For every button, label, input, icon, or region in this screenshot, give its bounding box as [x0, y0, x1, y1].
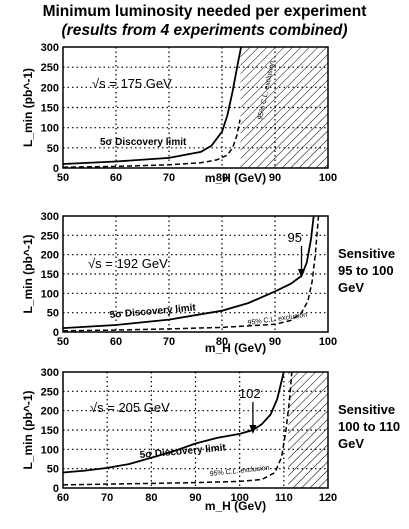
x-tick-label: 70 — [163, 336, 175, 348]
plot-frame — [62, 215, 329, 333]
x-tick-label: 110 — [275, 492, 293, 504]
x-tick-label: 90 — [189, 492, 201, 504]
chart-title: Minimum luminosity needed per experiment — [42, 3, 367, 20]
plot-frame — [62, 371, 329, 489]
x-tick-label: 120 — [319, 492, 337, 504]
side-label-line: Sensitive — [338, 246, 395, 261]
y-tick-label: 0 — [53, 163, 59, 175]
x-axis-label: m_H (GeV) — [205, 171, 266, 185]
y-tick-label: 150 — [41, 103, 59, 115]
energy-annotation: √s = 175 GeV — [92, 76, 172, 91]
side-label-line: 95 to 100 — [338, 263, 394, 278]
y-tick-label: 100 — [41, 288, 59, 300]
y-tick-label: 300 — [41, 367, 59, 379]
x-tick-label: 80 — [145, 492, 157, 504]
x-axis-label: m_H (GeV) — [205, 341, 266, 355]
series-label-discovery: 5σ Discovery limit — [139, 442, 227, 461]
y-tick-label: 150 — [41, 269, 59, 281]
y-tick-label: 300 — [41, 42, 59, 54]
exclusion-line — [62, 215, 320, 332]
x-axis-label: m_H (GeV) — [205, 499, 266, 513]
y-tick-label: 250 — [41, 62, 59, 74]
series-label-exclusion: 95% C.L. exclusion — [247, 312, 307, 327]
side-label-line: 100 to 110 — [338, 419, 400, 434]
x-tick-label: 90 — [269, 336, 281, 348]
side-label-line: Sensitive — [338, 402, 395, 417]
x-tick-label: 50 — [57, 172, 69, 184]
y-axis-label: L_min (pb^-1) — [21, 68, 35, 147]
y-tick-label: 250 — [41, 230, 59, 242]
exclusion-line — [62, 119, 241, 168]
y-tick-label: 0 — [53, 483, 59, 495]
y-tick-label: 250 — [41, 386, 59, 398]
discovery-limit-line — [62, 215, 315, 329]
y-tick-label: 100 — [41, 444, 59, 456]
y-tick-label: 200 — [41, 82, 59, 94]
side-label-line: GeV — [338, 436, 364, 451]
energy-annotation: √s = 192 GeV — [88, 256, 168, 271]
energy-annotation: √s = 205 GeV — [90, 400, 170, 415]
arrow-head — [298, 269, 305, 278]
arrow-head — [249, 425, 257, 434]
x-tick-label: 80 — [216, 172, 228, 184]
plot-frame — [62, 46, 329, 169]
chart-panel-3: 60 70 80 90 100 110 120 0 50 100 150 200 250 300 5σ Di… — [21, 367, 400, 513]
y-tick-label: 50 — [47, 464, 59, 476]
series-label-discovery: 5σ Discovery limit — [109, 302, 197, 321]
arrow-label: 102 — [239, 386, 261, 401]
exclusion-line — [62, 371, 293, 486]
x-tick-label: 60 — [57, 492, 69, 504]
y-axis-label: L_min (pb^-1) — [21, 234, 35, 313]
x-tick-label: 100 — [319, 336, 337, 348]
x-tick-label: 70 — [163, 172, 175, 184]
y-tick-label: 300 — [41, 211, 59, 223]
series-label-discovery: 5σ Discovery limit — [100, 137, 187, 148]
side-label-line: GeV — [338, 280, 364, 295]
x-tick-label: 60 — [110, 172, 122, 184]
x-tick-label: 80 — [216, 336, 228, 348]
x-tick-label: 100 — [230, 492, 248, 504]
x-tick-label: 60 — [110, 336, 122, 348]
arrow-label: 95 — [288, 230, 302, 245]
discovery-limit-line — [62, 46, 242, 165]
y-tick-label: 50 — [47, 143, 59, 155]
discovery-limit-line — [62, 371, 285, 474]
x-tick-label: 100 — [319, 172, 337, 184]
x-tick-label: 50 — [57, 336, 69, 348]
y-axis-label: L_min (pb^-1) — [21, 390, 35, 469]
y-tick-label: 150 — [41, 425, 59, 437]
y-tick-label: 200 — [41, 250, 59, 262]
y-tick-label: 50 — [47, 308, 59, 320]
x-tick-label: 70 — [101, 492, 113, 504]
y-tick-label: 0 — [53, 327, 59, 339]
x-tick-label: 90 — [269, 172, 281, 184]
y-tick-label: 200 — [41, 406, 59, 418]
y-tick-label: 100 — [41, 123, 59, 135]
chart-subtitle: (results from 4 experiments combined) — [61, 22, 348, 39]
excluded-region — [288, 372, 328, 488]
